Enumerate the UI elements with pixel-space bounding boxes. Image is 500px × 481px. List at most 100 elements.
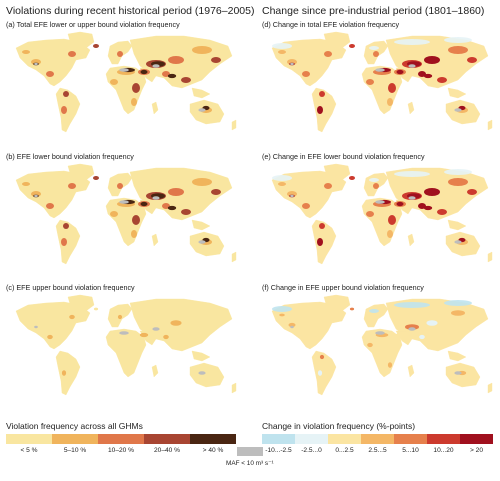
map-hotspot-strong [423,73,433,79]
land-region [67,294,95,312]
map-hotspot [68,183,76,189]
legend-swatch-legend_change-0 [262,434,295,444]
map-hotspot [61,106,67,114]
map-hotspot [63,354,69,360]
map-hotspot [366,211,374,217]
maf-area [152,196,160,200]
left-column-heading: Violations during recent historical peri… [6,5,255,17]
maf-area [290,62,294,66]
map-hotspot [23,313,29,317]
map-decrease-area [369,309,379,313]
land-region [407,364,415,378]
maf-area [454,240,462,244]
maf-area [198,240,206,244]
map-hotspot [278,50,286,54]
maf-area [198,371,206,375]
map-hotspot [117,314,123,320]
map-hotspot [279,313,285,317]
map-hotspot [110,79,118,85]
map-hotspot [32,322,40,328]
map-hotspot [170,320,182,326]
map-decrease-area [444,37,472,43]
legend-label-legend_change-3: 2.5...5 [368,447,387,454]
world-map-panel-e [271,163,493,265]
map-hotspot [139,332,149,338]
map-hotspot [132,83,140,93]
land-region [151,233,159,247]
maf-area [152,64,160,68]
map-hotspot [131,230,137,238]
land-region [55,87,81,133]
map-decrease-area [394,171,430,177]
map-hotspot [22,182,30,186]
map-hotspot [349,307,355,311]
land-region [231,251,237,263]
map-hotspot [131,98,137,106]
map-decrease-area [272,43,292,49]
maf-area [454,371,462,375]
frequency-legend-title: Violation frequency across all GHMs [6,421,143,431]
panel-label-f: (f) Change in EFE upper bound violation … [262,283,424,292]
map-hotspot [182,340,190,346]
world-map-panel-f [271,294,493,396]
map-hotspot [373,183,379,189]
map-hotspot [387,98,393,106]
map-decrease-area [444,300,472,306]
map-hotspot [325,314,331,320]
map-hotspot [46,71,54,77]
map-hotspot [467,57,477,63]
land-region [323,163,351,181]
legend-label-legend_frequency-2: 10–20 % [107,447,135,454]
legend-swatch-legend_change-6 [460,434,493,444]
land-region [231,119,237,131]
map-hotspot [317,370,323,376]
land-region [487,119,493,131]
maf-area [290,194,294,198]
legend-label-legend_change-5: 10...20 [433,447,454,454]
map-hotspot [388,83,396,93]
map-hotspot [467,189,477,195]
land-region [67,31,95,49]
land-region [55,219,81,265]
land-region [191,350,211,362]
maf-area [408,64,416,68]
maf-area [375,68,385,72]
maf-area [375,331,385,335]
map-hotspot [437,77,447,83]
world-map-panel-c [15,294,237,396]
map-hotspot-strong [167,73,177,79]
land-region [447,350,467,362]
map-hotspot [448,178,468,186]
maf-area [34,325,38,329]
map-hotspot [419,334,425,340]
maf-area [408,196,416,200]
map-hotspot [212,320,220,326]
land-region [191,87,211,99]
map-hotspot [181,209,191,215]
maf-area [34,194,38,198]
map-hotspot [349,44,355,48]
world-map-panel-d [271,31,493,133]
map-decrease-area [272,306,292,312]
legend-swatch-legend_frequency-0 [6,434,52,444]
legend-swatch-legend_frequency-1 [52,434,98,444]
land-region [191,219,211,231]
legend-label-legend_frequency-4: > 40 % [202,447,224,454]
map-hotspot [211,57,221,63]
legend-label-legend_change-6: > 20 [469,447,484,454]
panel-label-b: (b) EFE lower bound violation frequency [6,152,134,161]
map-hotspot [437,209,447,215]
map-hotspot [319,354,325,360]
map-hotspot-strong [167,205,177,211]
map-hotspot [317,238,323,246]
map-hotspot [63,91,69,97]
legend-swatch-legend_change-4 [394,434,427,444]
map-hotspot [46,203,54,209]
map-hotspot [302,71,310,77]
land-region [151,101,159,115]
map-hotspot [389,347,395,355]
map-hotspot [426,320,438,326]
map-hotspot [424,56,440,64]
maf-area [375,200,385,204]
land-region [271,170,347,219]
